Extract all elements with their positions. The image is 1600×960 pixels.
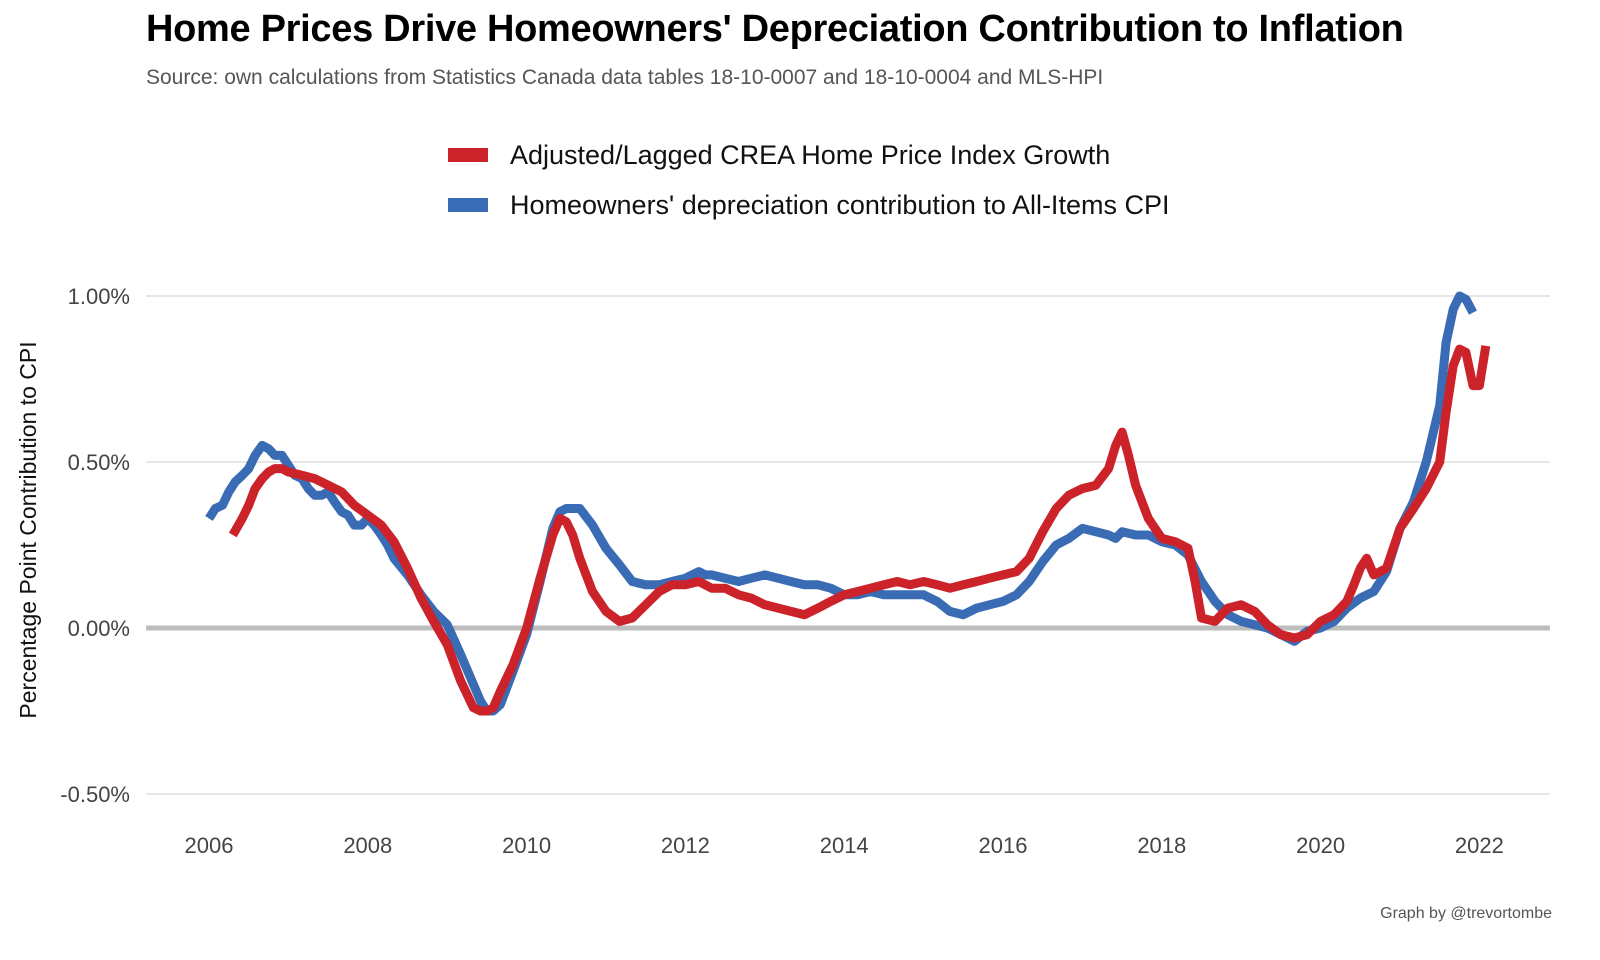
x-tick-label: 2008 bbox=[343, 833, 392, 858]
y-tick-label: -0.50% bbox=[60, 782, 130, 807]
y-axis-label: Percentage Point Contribution to CPI bbox=[15, 341, 41, 718]
legend: Adjusted/Lagged CREA Home Price Index Gr… bbox=[448, 130, 1169, 230]
legend-swatch-crea bbox=[448, 148, 488, 162]
legend-label-crea: Adjusted/Lagged CREA Home Price Index Gr… bbox=[510, 139, 1111, 170]
legend-swatch-depreciation bbox=[448, 198, 488, 212]
series-lines bbox=[205, 291, 1491, 716]
y-tick-label: 0.00% bbox=[68, 616, 130, 641]
x-tick-label: 2010 bbox=[502, 833, 551, 858]
x-tick-label: 2012 bbox=[661, 833, 710, 858]
x-tick-label: 2018 bbox=[1137, 833, 1186, 858]
x-tick-label: 2022 bbox=[1455, 833, 1504, 858]
x-tick-label: 2014 bbox=[820, 833, 869, 858]
chart-caption: Graph by @trevortombe bbox=[1380, 905, 1552, 922]
chart-title: Home Prices Drive Homeowners' Depreciati… bbox=[146, 8, 1404, 50]
series-line-crea bbox=[228, 344, 1491, 716]
x-tick-label: 2006 bbox=[185, 833, 234, 858]
y-tick-label: 0.50% bbox=[68, 450, 130, 475]
x-axis-ticks: 2006 2008 2010 2012 2014 2016 2018 2020 2022 bbox=[185, 833, 1504, 858]
series-line-depreciation bbox=[205, 291, 1477, 716]
y-axis-ticks: -0.50% 0.00% 0.50% 1.00% bbox=[60, 284, 130, 807]
x-tick-label: 2016 bbox=[979, 833, 1028, 858]
legend-item-crea: Adjusted/Lagged CREA Home Price Index Gr… bbox=[448, 130, 1169, 180]
chart-subtitle: Source: own calculations from Statistics… bbox=[146, 66, 1104, 89]
x-tick-label: 2020 bbox=[1296, 833, 1345, 858]
y-tick-label: 1.00% bbox=[68, 284, 130, 309]
legend-item-depreciation: Homeowners' depreciation contribution to… bbox=[448, 180, 1169, 230]
gridlines bbox=[146, 295, 1550, 795]
legend-label-depreciation: Homeowners' depreciation contribution to… bbox=[510, 189, 1170, 220]
